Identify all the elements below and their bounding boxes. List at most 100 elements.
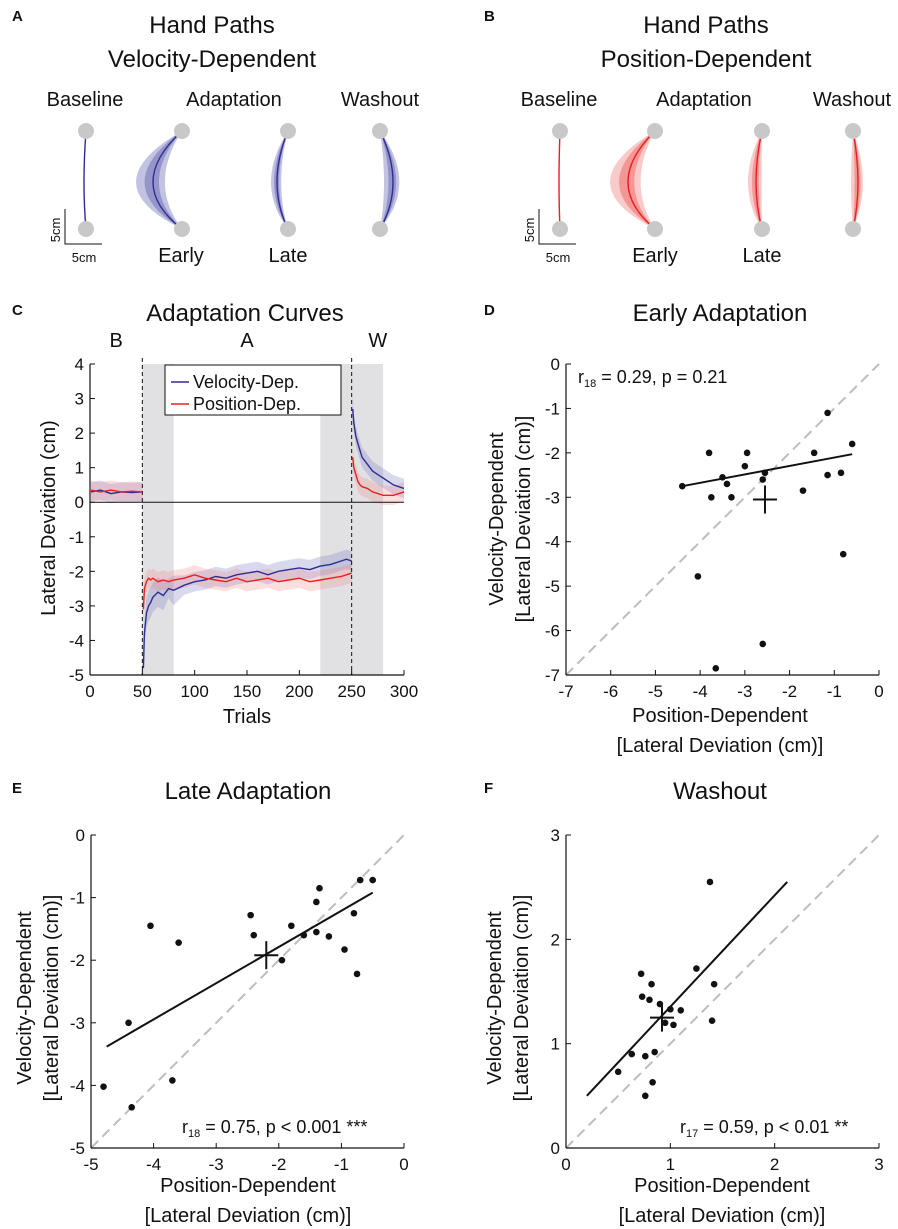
- panel-a-adaptation-label: Adaptation: [186, 89, 282, 111]
- panel-e-data-point: [125, 1019, 132, 1027]
- panel-d-data-point: [741, 462, 749, 470]
- panel-d-x-tick-label: 0: [874, 682, 883, 701]
- panel-f-x-tick-label: 3: [874, 1155, 883, 1174]
- panel-d-data-point: [723, 480, 731, 488]
- panel-d-title: Early Adaptation: [633, 300, 808, 327]
- panel-b-scale-v-label: 5cm: [522, 218, 537, 243]
- panel-c-y-tick-label: 1: [75, 459, 84, 478]
- panel-f-x-tick-label: 1: [666, 1155, 675, 1174]
- panel-e-data-point: [313, 928, 320, 936]
- panel-f-data-point: [670, 1021, 677, 1029]
- panel-f-data-point: [646, 996, 653, 1004]
- panel-f-y-tick-label: 2: [551, 930, 560, 949]
- panel-a-late-mean-path: [276, 130, 289, 230]
- panel-a-late-label: Late: [269, 245, 308, 267]
- panel-a-early-end-target: [174, 221, 190, 237]
- panel-d-data-point: [839, 550, 847, 558]
- panel-a-hand-paths-velocity: A Hand Paths Velocity-Dependent Baseline…: [12, 8, 420, 267]
- panel-e-data-point: [341, 946, 348, 953]
- panel-d-early-adaptation: D Early Adaptation Position-Dependent [L…: [484, 300, 884, 757]
- panel-f-data-point: [651, 1048, 658, 1056]
- panel-f-fit-line: [586, 881, 788, 1097]
- panel-e-y-tick-label: 0: [76, 826, 85, 845]
- panel-e-data-point: [128, 1104, 135, 1111]
- panel-f-y-tick-label: 3: [551, 826, 560, 845]
- panel-a-scale-h-label: 5cm: [72, 250, 97, 265]
- panel-letter-a: A: [12, 8, 23, 25]
- panel-c-y-tick-label: 3: [75, 390, 84, 409]
- panel-c-x-tick-label: 250: [337, 682, 365, 701]
- panel-e-data-point: [147, 922, 154, 930]
- panel-a-washout-start-target: [372, 123, 388, 139]
- panel-a-washout-variability-band: [380, 131, 400, 229]
- panel-a-washout-variability-core: [380, 131, 397, 229]
- panel-d-data-point: [799, 487, 807, 494]
- panel-e-data-point: [316, 884, 323, 892]
- panel-f-ylabel-line2: [Lateral Deviation (cm)]: [511, 895, 533, 1102]
- panel-c-x-tick-label: 300: [390, 682, 418, 701]
- panel-c-phase-label: A: [240, 330, 254, 352]
- panel-d-data-point: [705, 449, 713, 457]
- panel-c-shaded-epoch: [320, 364, 352, 675]
- panel-a-late-start-target: [280, 123, 296, 139]
- panel-b-scale-bar: [538, 209, 576, 245]
- panel-d-y-tick-label: -2: [545, 444, 560, 463]
- panel-b-washout-mean-path: [852, 130, 859, 230]
- panel-d-x-tick-label: -4: [693, 682, 708, 701]
- panel-f-identity-line: [565, 834, 880, 1149]
- panel-b-hand-path-drawings: [552, 123, 863, 237]
- panel-c-x-tick-label: 100: [180, 682, 208, 701]
- panel-c-series-1-line: [142, 572, 352, 610]
- panel-f-data-point: [641, 1052, 649, 1060]
- panel-f-data-point: [706, 878, 714, 886]
- panel-e-x-tick-label: 0: [399, 1155, 408, 1174]
- panel-c-ylabel: Lateral Deviation (cm): [38, 420, 60, 616]
- panel-c-phase-label: B: [109, 330, 122, 352]
- panel-f-data-point: [661, 1019, 669, 1027]
- panel-e-data-point: [353, 970, 361, 978]
- panel-d-data-point: [837, 469, 845, 477]
- panel-b-scale-h-label: 5cm: [546, 250, 571, 265]
- panel-b-late-mean-path: [755, 130, 763, 230]
- panel-e-x-tick-label: -5: [83, 1155, 98, 1174]
- panel-c-series-0-error-band: [91, 480, 143, 504]
- panel-a-early-label: Early: [158, 245, 204, 267]
- panel-d-x-tick-label: -3: [737, 682, 752, 701]
- panel-a-washout-mean-path: [379, 130, 394, 230]
- panel-e-ylabel-line1: Velocity-Dependent: [14, 911, 36, 1085]
- panel-letter-d: D: [484, 302, 495, 319]
- panel-a-washout-end-target: [372, 221, 388, 237]
- panel-d-fit-line: [682, 453, 853, 488]
- panel-f-data-point: [710, 980, 718, 988]
- panel-b-early-variability-core: [619, 131, 655, 229]
- panel-d-x-tick-label: -7: [558, 682, 573, 701]
- panel-c-series-0-line: [90, 489, 143, 495]
- panel-a-baseline-start-target: [78, 123, 94, 139]
- panel-f-data-point: [677, 1006, 685, 1014]
- panel-b-hand-paths-position: B Hand Paths Position-Dependent Baseline…: [484, 8, 892, 267]
- panel-a-washout-label: Washout: [341, 89, 420, 111]
- panel-c-legend: Velocity-Dep.Position-Dep.: [164, 364, 342, 416]
- panel-f-xlabel-line1: Position-Dependent: [634, 1175, 810, 1197]
- panel-d-data-point: [678, 482, 686, 490]
- panel-d-data-point: [761, 469, 769, 477]
- panel-a-baseline-mean-path: [83, 130, 87, 230]
- panel-d-data-point: [708, 493, 715, 501]
- panel-e-stat-prefix: r: [182, 1117, 188, 1137]
- panel-e-y-tick-label: -1: [70, 889, 85, 908]
- panel-e-late-adaptation: E Late Adaptation Position-Dependent [La…: [12, 778, 409, 1227]
- panel-a-early-variability-band: [136, 131, 182, 229]
- panel-letter-b: B: [484, 8, 495, 25]
- panel-f-x-tick-label: 2: [770, 1155, 779, 1174]
- panel-b-title-line2: Position-Dependent: [601, 46, 812, 73]
- panel-b-washout-label: Washout: [813, 89, 892, 111]
- panel-f-data-point: [614, 1068, 622, 1076]
- panel-a-scale-bar: [64, 209, 102, 245]
- panel-d-stat-prefix: r: [578, 367, 584, 387]
- panel-f-xlabel-line2: [Lateral Deviation (cm)]: [619, 1205, 826, 1227]
- panel-b-washout-variability-core: [853, 131, 861, 229]
- panel-b-baseline-end-target: [552, 221, 568, 237]
- panel-f-x-tick-label: 0: [561, 1155, 570, 1174]
- panel-f-data-point: [637, 970, 645, 978]
- panel-c-shaded-epoch: [351, 364, 384, 675]
